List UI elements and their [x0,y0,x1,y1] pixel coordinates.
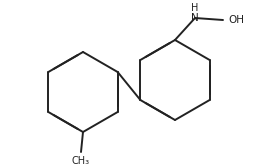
Text: OH: OH [228,15,244,25]
Text: N: N [191,13,199,23]
Text: H: H [191,3,199,13]
Text: CH₃: CH₃ [72,156,90,164]
